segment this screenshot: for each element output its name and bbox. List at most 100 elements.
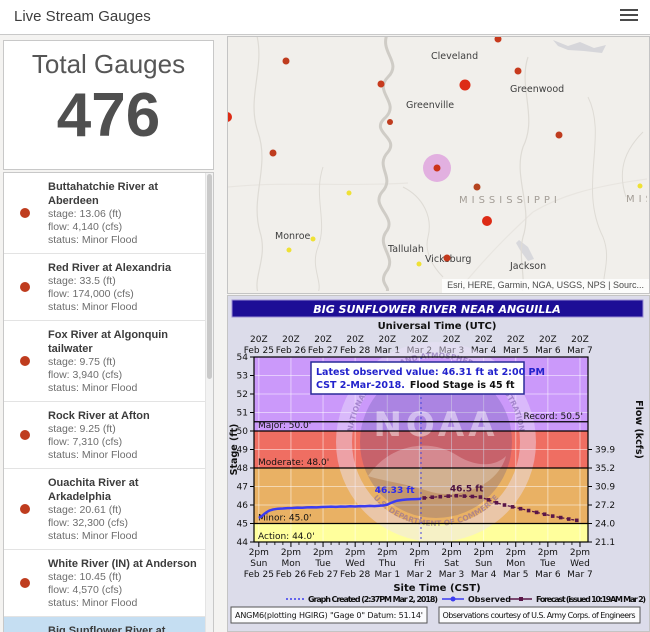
top-tick-date: Feb 25 xyxy=(244,346,274,356)
legend-observed: Observed xyxy=(468,595,511,604)
bottom-tick-date: Mar 5 xyxy=(503,570,529,580)
status-line: status: Minor Flood xyxy=(48,449,138,461)
flow-tick: 35.2 xyxy=(595,464,615,474)
gauge-marker-yellow-icon[interactable] xyxy=(346,190,352,196)
total-gauges-count: 476 xyxy=(56,81,161,150)
flow-line: flow: 174,000 (cfs) xyxy=(48,288,134,300)
gauge-marker-icon[interactable] xyxy=(494,37,502,43)
zone-label: Action: 44.0' xyxy=(258,532,315,542)
chart-legend: Graph Created (2:37PM Mar 2, 2018) Observ… xyxy=(286,595,646,604)
legend-forecast: Forecast (issued 10:19AM Mar 2) xyxy=(536,595,646,604)
gauge-marker-icon[interactable] xyxy=(443,254,451,262)
app-header: Live Stream Gauges xyxy=(0,0,650,35)
bottom-tick-date: Mar 1 xyxy=(374,570,400,580)
gauge-marker-icon[interactable] xyxy=(282,57,290,65)
gauge-list-item[interactable]: Fox River at Algonquin tailwater stage: 9… xyxy=(4,321,213,402)
selected-gauge-marker-icon[interactable] xyxy=(433,164,441,172)
gauge-list-item[interactable]: Big Sunflower River at Anguillastage: 46… xyxy=(4,617,213,632)
left-axis-title: Stage (ft) xyxy=(229,424,240,476)
bottom-tick-date: Mar 7 xyxy=(567,570,593,580)
gauge-marker-icon[interactable] xyxy=(387,119,393,125)
map-attribution: Esri, HERE, Garmin, NGA, USGS, NPS | Sou… xyxy=(442,279,649,293)
gauge-marker-yellow-icon[interactable] xyxy=(416,261,422,267)
scrollbar-thumb[interactable] xyxy=(207,174,212,379)
bottom-tick-day: Sun xyxy=(475,559,492,569)
bottom-tick-day: Mon xyxy=(281,559,300,569)
stage-tick: 53 xyxy=(237,372,248,382)
stage-tick: 50 xyxy=(237,427,249,437)
datum-info-text: ANGM6(plotting HGIRG) "Gage 0" Datum: 51… xyxy=(235,611,423,620)
gauge-list-item[interactable]: Buttahatchie River at Aberdeen stage: 13.… xyxy=(4,173,213,254)
gauge-marker-icon[interactable] xyxy=(377,80,385,88)
status-line: status: Minor Flood xyxy=(48,382,138,394)
map-canvas[interactable]: MISSISSIPPI MISSISS Cleveland Greenwood Gree… xyxy=(228,37,649,293)
svg-text:NOAA: NOAA xyxy=(373,405,498,445)
list-scrollbar[interactable] xyxy=(205,173,213,632)
gauge-list-item[interactable]: Ouachita River at Arkadelphia stage: 20.6… xyxy=(4,469,213,550)
map-river xyxy=(402,186,444,278)
gauge-list-item[interactable]: Rock River at Afton stage: 9.25 (ft) flow:… xyxy=(4,402,213,469)
annotation-line2: CST 2-Mar-2018. Flood Stage is 45 ft xyxy=(316,380,515,391)
gauge-marker-icon[interactable] xyxy=(482,216,492,226)
top-tick-date: Feb 28 xyxy=(340,346,371,356)
gauge-marker-icon[interactable] xyxy=(555,131,563,139)
bottom-tick-time: 2pm xyxy=(313,548,333,558)
observed-line xyxy=(258,497,422,520)
top-tick-time: 20Z xyxy=(282,335,300,345)
gauge-marker-yellow-icon[interactable] xyxy=(286,247,292,253)
datum-info-box xyxy=(230,606,428,624)
stage-line: stage: 33.5 (ft) xyxy=(48,275,116,287)
observed-value-label: 46.33 ft xyxy=(375,486,416,496)
flow-tick: 39.9 xyxy=(595,446,615,456)
bottom-tick-date: Feb 26 xyxy=(276,570,307,580)
gauge-marker-icon[interactable] xyxy=(228,112,232,122)
bottom-tick-time: 2pm xyxy=(249,548,269,558)
map-river xyxy=(519,56,530,293)
top-tick-date: Mar 4 xyxy=(471,346,497,356)
bottom-tick-date: Mar 2 xyxy=(407,570,433,580)
map-lake xyxy=(516,240,534,261)
gauge-marker-icon[interactable] xyxy=(269,149,277,157)
hamburger-menu-icon[interactable] xyxy=(620,9,638,24)
gauge-list-item[interactable]: Red River at Alexandria stage: 33.5 (ft) f… xyxy=(4,254,213,321)
gauge-marker-icon[interactable] xyxy=(514,67,522,75)
stage-tick: 46 xyxy=(237,501,249,511)
gauge-marker-yellow-icon[interactable] xyxy=(310,236,316,242)
flow-tick: 21.1 xyxy=(595,538,615,548)
gauge-name: Red River at Alexandria xyxy=(48,262,172,274)
map-river xyxy=(621,131,644,198)
status-line: status: Minor Flood xyxy=(48,301,138,313)
top-tick-time: 20Z xyxy=(378,335,396,345)
zone-label: Major: 50.0' xyxy=(258,421,311,431)
gauge-list-item[interactable]: White River (IN) at Anderson stage: 10.45… xyxy=(4,550,213,617)
top-tick-date: Feb 26 xyxy=(276,346,307,356)
chart-title-bar xyxy=(231,299,644,318)
flow-line: flow: 4,570 (cfs) xyxy=(48,584,123,596)
gauge-marker-icon[interactable] xyxy=(459,79,471,91)
top-tick-date: Mar 5 xyxy=(503,346,529,356)
latest-observed-annotation xyxy=(310,361,525,395)
bottom-tick-day: Tue xyxy=(539,559,556,569)
status-dot-icon xyxy=(20,430,30,440)
gauge-name: Fox River at Algonquin tailwater xyxy=(48,329,168,355)
annotation-line1: Latest observed value: 46.31 ft at 2:00 … xyxy=(316,367,545,378)
stage-tick: 45 xyxy=(237,520,248,530)
map-road xyxy=(228,182,409,188)
flow-line: flow: 4,140 (cfs) xyxy=(48,221,123,233)
top-tick-date: Mar 6 xyxy=(535,346,561,356)
bottom-tick-time: 2pm xyxy=(441,548,461,558)
stage-tick: 52 xyxy=(237,390,248,400)
top-tick-date: Feb 27 xyxy=(308,346,338,356)
top-tick-time: 20Z xyxy=(539,335,557,345)
stage-tick: 54 xyxy=(237,353,249,363)
gauge-marker-yellow-icon[interactable] xyxy=(637,183,643,189)
status-dot-icon xyxy=(20,356,30,366)
page-title: Live Stream Gauges xyxy=(14,8,151,25)
map-panel[interactable]: MISSISSIPPI MISSISS Cleveland Greenwood Gree… xyxy=(227,36,650,294)
status-dot-icon xyxy=(20,208,30,218)
gauge-name: White River (IN) at Anderson xyxy=(48,558,197,570)
stage-tick: 44 xyxy=(237,538,249,548)
gauge-marker-icon[interactable] xyxy=(473,183,481,191)
hydrograph-chart: BIG SUNFLOWER RIVER NEAR ANGUILLA Univers… xyxy=(229,299,646,624)
